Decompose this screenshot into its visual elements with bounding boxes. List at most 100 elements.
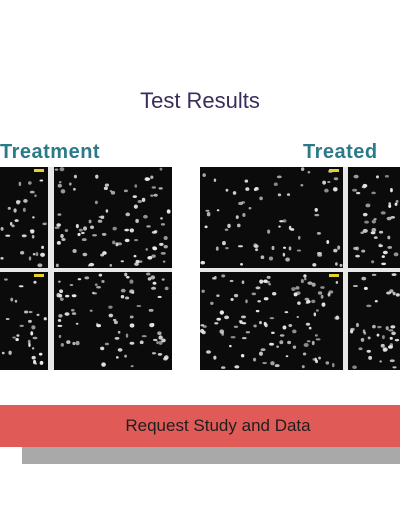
cell: [278, 225, 281, 228]
micrograph: [0, 167, 48, 268]
cell: [385, 326, 389, 331]
cell: [161, 278, 165, 281]
cell: [367, 336, 371, 340]
cell: [27, 181, 32, 185]
cell: [29, 190, 35, 194]
cell: [21, 234, 27, 238]
cell: [300, 183, 304, 187]
cell: [371, 191, 376, 195]
cell: [282, 252, 286, 257]
cell: [282, 219, 287, 223]
cell: [257, 300, 261, 303]
cell: [327, 292, 331, 297]
cell: [153, 246, 157, 250]
cell: [326, 239, 330, 245]
scale-tag: [34, 274, 44, 277]
cell: [100, 215, 105, 219]
cell: [304, 277, 307, 281]
cell: [305, 322, 311, 326]
cell: [125, 212, 131, 217]
cell: [320, 294, 324, 299]
cell: [30, 229, 35, 234]
cell: [388, 329, 394, 332]
cell: [259, 321, 262, 325]
cell: [315, 338, 321, 341]
cell: [82, 252, 88, 257]
cell: [395, 199, 399, 204]
cell: [268, 256, 274, 261]
cell: [98, 215, 102, 219]
cell: [58, 280, 61, 283]
cell: [237, 223, 241, 228]
cell: [215, 246, 219, 251]
cell: [242, 337, 247, 340]
cell: [42, 222, 47, 226]
cell: [54, 226, 60, 229]
cell: [101, 362, 106, 367]
cell: [378, 244, 384, 248]
cell: [391, 273, 397, 276]
cell: [41, 245, 44, 249]
cell: [288, 324, 293, 328]
cell: [156, 340, 159, 345]
cell: [229, 279, 234, 283]
cell: [389, 359, 395, 363]
cell: [315, 359, 318, 364]
cell: [327, 180, 331, 184]
cell: [35, 252, 39, 257]
cell: [55, 263, 59, 268]
request-button[interactable]: Request Study and Data: [0, 405, 400, 447]
cell: [202, 173, 206, 177]
cell: [363, 331, 367, 335]
cell: [371, 260, 375, 264]
cell: [394, 338, 400, 342]
cell: [147, 255, 153, 260]
cell: [230, 297, 234, 301]
cell: [279, 334, 285, 337]
cell: [108, 305, 113, 309]
cell: [12, 336, 16, 339]
cell: [320, 286, 325, 289]
cell: [362, 228, 368, 233]
cell: [300, 167, 305, 172]
cell: [7, 206, 11, 210]
scale-tag: [329, 169, 339, 172]
cell: [240, 354, 245, 358]
cell: [374, 300, 378, 303]
cell: [254, 244, 259, 248]
cell: [32, 252, 36, 256]
cell: [297, 235, 301, 240]
cell: [317, 254, 323, 257]
cell: [84, 276, 90, 280]
cell: [255, 248, 259, 252]
cell: [27, 339, 31, 344]
cell: [28, 343, 31, 348]
cell: [233, 325, 239, 328]
cell: [284, 311, 289, 314]
cell: [71, 312, 77, 315]
cell: [224, 228, 229, 232]
cell: [365, 203, 371, 208]
cell: [148, 308, 154, 312]
group-label: Treatment: [0, 141, 101, 163]
cell: [263, 321, 267, 326]
cell: [159, 167, 163, 171]
cell: [0, 226, 4, 231]
cell: [146, 272, 151, 276]
cell: [368, 355, 373, 360]
cell: [381, 335, 385, 340]
cell: [245, 331, 251, 334]
cell: [373, 218, 377, 221]
cell: [163, 236, 168, 240]
cell: [58, 181, 62, 184]
cell: [269, 317, 275, 320]
cell: [109, 263, 113, 267]
cell: [306, 340, 311, 343]
cell: [96, 324, 101, 328]
cell: [225, 246, 229, 250]
cell: [59, 289, 64, 294]
cell: [274, 364, 280, 368]
cell: [394, 202, 398, 206]
cell: [292, 345, 297, 349]
cell: [312, 358, 316, 361]
